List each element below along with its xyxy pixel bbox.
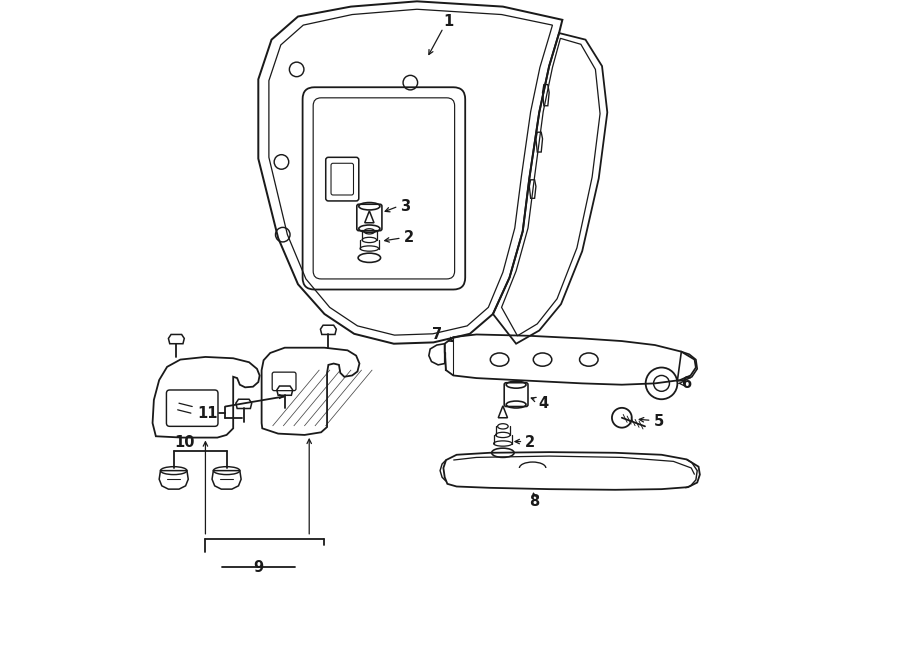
Text: 5: 5 — [653, 414, 664, 429]
Text: 2: 2 — [526, 436, 536, 450]
Text: 11: 11 — [197, 406, 217, 420]
Text: 3: 3 — [400, 199, 410, 214]
Text: 7: 7 — [432, 327, 442, 342]
Text: 6: 6 — [681, 376, 691, 391]
Text: 10: 10 — [174, 436, 194, 450]
Text: 2: 2 — [404, 231, 414, 245]
Text: 1: 1 — [444, 14, 454, 28]
Text: 4: 4 — [538, 396, 549, 410]
Text: 9: 9 — [253, 560, 264, 574]
Text: 8: 8 — [529, 494, 540, 508]
